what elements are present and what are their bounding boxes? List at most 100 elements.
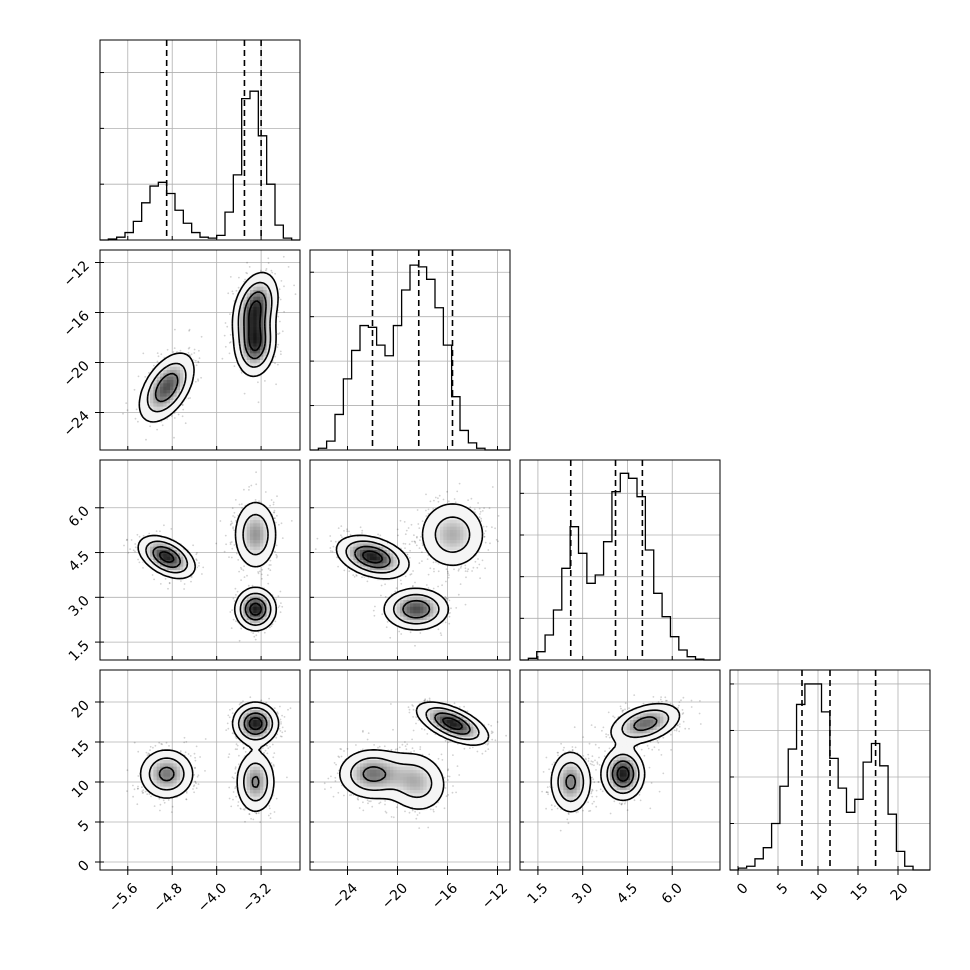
sample-point [241, 507, 243, 509]
density-cell [180, 380, 184, 384]
density-cell [247, 370, 251, 374]
sample-point [225, 543, 227, 545]
density-cell [243, 553, 247, 557]
density-cell [140, 400, 144, 404]
sample-point [489, 507, 491, 509]
density-cell [250, 540, 254, 544]
density-cell [267, 620, 271, 624]
sample-point [199, 357, 201, 359]
sample-point [274, 362, 276, 364]
density-cell [240, 313, 244, 317]
density-cell [177, 573, 181, 577]
density-cell [167, 390, 171, 394]
density-cell [253, 560, 257, 564]
density-cell [177, 370, 181, 374]
density-cell [260, 537, 264, 541]
density-cell [250, 510, 254, 514]
density-cell [240, 333, 244, 337]
density-cell [257, 310, 261, 314]
sample-point [471, 498, 473, 500]
density-cell [140, 550, 144, 554]
density-cell [260, 540, 264, 544]
histogram-step [310, 265, 510, 450]
sample-point [235, 588, 237, 590]
density-cell [177, 357, 181, 361]
density-cell [187, 377, 191, 381]
density-cell [183, 360, 187, 364]
density-cell [183, 390, 187, 394]
sample-point [277, 316, 279, 318]
sample-point [460, 567, 462, 569]
sample-point [277, 344, 279, 346]
histogram-panel-0 [100, 40, 300, 240]
density-cell [257, 287, 261, 291]
sample-point [195, 381, 197, 383]
density-cell [143, 397, 147, 401]
sample-point [459, 483, 461, 485]
sample-point [414, 582, 416, 584]
sample-point [280, 591, 282, 593]
sample-point [255, 499, 257, 501]
density-cell [253, 627, 257, 631]
density-cell [257, 510, 261, 514]
sample-point [446, 491, 448, 493]
sample-point [280, 299, 282, 301]
sample-point [275, 554, 277, 556]
density-cell [253, 527, 257, 531]
density-cell [237, 527, 241, 531]
density-cell [273, 290, 277, 294]
sample-point [293, 285, 295, 287]
density-cell [250, 507, 254, 511]
density-cell [260, 557, 264, 561]
sample-point [387, 621, 389, 623]
density-cell [173, 367, 177, 371]
panel-frame [100, 40, 300, 240]
density-cell [243, 510, 247, 514]
density-cell [257, 620, 261, 624]
histogram-step [100, 91, 300, 240]
density-cell [247, 533, 251, 537]
sample-point [400, 583, 402, 585]
sample-point [149, 425, 151, 427]
sample-point [264, 632, 266, 634]
sample-point [182, 404, 184, 406]
sample-point [143, 535, 145, 537]
sample-point [135, 546, 137, 548]
density-cell [247, 543, 251, 547]
sample-point [489, 542, 491, 544]
sample-point [438, 501, 440, 503]
sample-point [225, 346, 227, 348]
density-cell [170, 380, 174, 384]
sample-point [200, 377, 202, 379]
density-cell [163, 413, 167, 417]
sample-point [479, 508, 481, 510]
density-cell [147, 417, 151, 421]
density-cell [250, 523, 254, 527]
density-cell [240, 517, 244, 521]
sample-point [441, 584, 443, 586]
sample-point [159, 530, 161, 532]
sample-point [458, 594, 460, 596]
sample-point [384, 583, 386, 585]
sample-point [243, 565, 245, 567]
density-cell [263, 277, 267, 281]
density-cell [187, 373, 191, 377]
sample-point [194, 349, 196, 351]
density-cell [253, 310, 257, 314]
sample-point [280, 353, 282, 355]
sample-point [409, 550, 411, 552]
sample-point [236, 290, 238, 292]
density-cell [260, 590, 264, 594]
sample-point [232, 291, 234, 293]
density-cell [173, 403, 177, 407]
sample-point [335, 541, 337, 543]
sample-point [465, 570, 467, 572]
sample-point [228, 556, 230, 558]
sample-point [167, 349, 169, 351]
histogram-step [520, 473, 720, 660]
sample-point [482, 510, 484, 512]
density-cell [257, 543, 261, 547]
sample-point [421, 551, 423, 553]
density-cell [253, 543, 257, 547]
sample-point [267, 257, 269, 259]
